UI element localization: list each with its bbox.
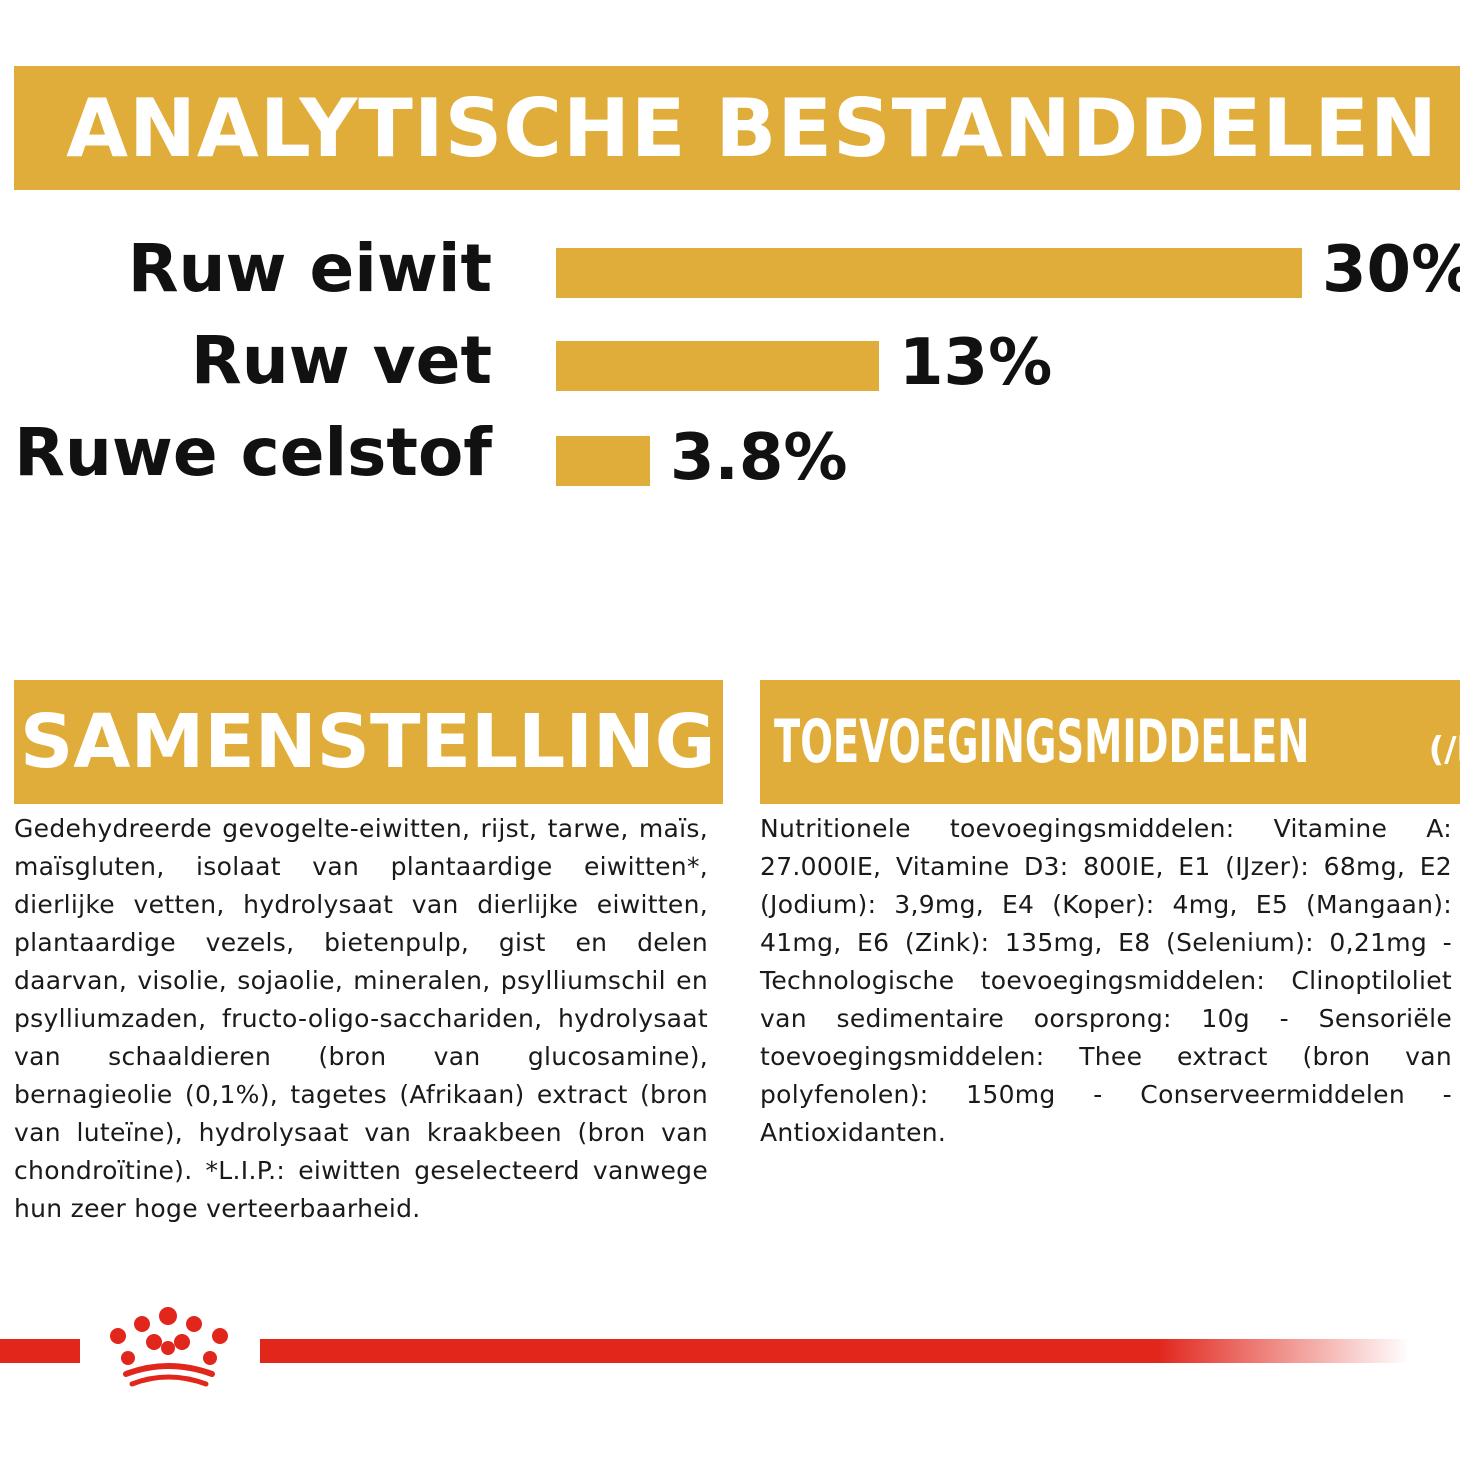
bar: [556, 341, 879, 391]
toevoegingsmiddelen-heading: TOEVOEGINGSMIDDELEN (/kg): [760, 680, 1460, 804]
bar-label: Ruwe celstof: [14, 414, 492, 491]
bar-label: Ruw eiwit: [127, 230, 492, 307]
bar: [556, 436, 650, 486]
samenstelling-title: SAMENSTELLING: [20, 699, 716, 785]
brand-line-right: [260, 1339, 1410, 1363]
bar-value-label: 30%: [1322, 233, 1460, 307]
crown-logo-icon: [110, 1307, 228, 1387]
analytische-bestanddelen-heading: ANALYTISCHE BESTANDDELEN: [14, 66, 1460, 190]
toevoegingsmiddelen-title: TOEVOEGINGSMIDDELEN: [774, 707, 1310, 777]
analytische-bestanddelen-title: ANALYTISCHE BESTANDDELEN: [66, 81, 1438, 175]
bar: [556, 248, 1302, 298]
bar-label: Ruw vet: [190, 322, 492, 399]
bar-value-label: 3.8%: [670, 421, 848, 495]
toevoegingsmiddelen-unit: (/kg): [1428, 730, 1460, 770]
samenstelling-heading: SAMENSTELLING: [14, 680, 723, 804]
bar-value-label: 13%: [899, 326, 1053, 400]
samenstelling-text: Gedehydreerde gevogelte-eiwitten, rijst,…: [14, 814, 708, 1223]
brand-line-left: [0, 1339, 80, 1363]
toevoegingsmiddelen-text: Nutritionele toevoegingsmiddelen: Vitami…: [760, 814, 1452, 1147]
